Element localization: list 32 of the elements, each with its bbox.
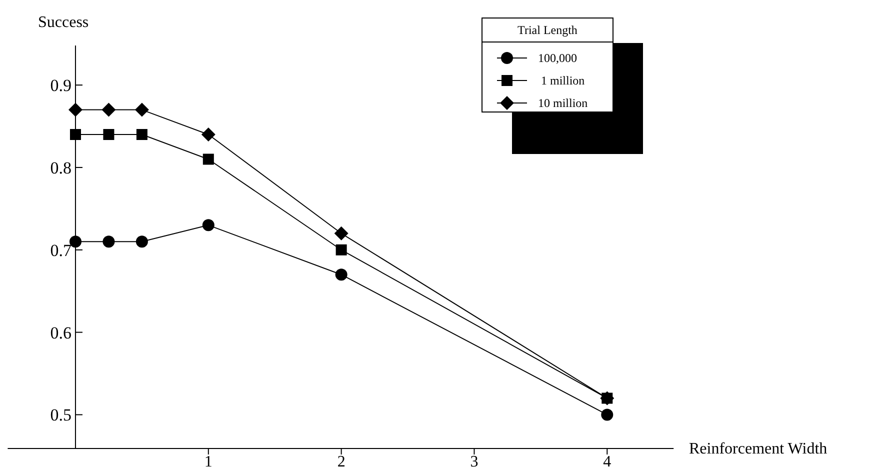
legend-title: Trial Length <box>518 23 578 37</box>
x-tick-label: 4 <box>603 454 612 468</box>
point <box>103 129 114 140</box>
y-tick-label: 0.7 <box>50 240 72 260</box>
point <box>136 236 148 248</box>
point <box>102 236 115 248</box>
point <box>334 226 348 240</box>
point <box>136 129 148 140</box>
y-axis-title: Success <box>38 14 89 31</box>
x-tick-label: 1 <box>204 454 212 468</box>
point <box>201 128 216 142</box>
y-tick-label: 0.5 <box>50 406 72 425</box>
point <box>336 244 347 256</box>
point <box>68 102 82 117</box>
point <box>602 392 613 404</box>
legend-label: 10 million <box>538 96 588 110</box>
y-tick-label: 0.8 <box>50 158 72 178</box>
legend-label: 100,000 <box>538 51 577 65</box>
x-tick-label: 2 <box>337 454 346 468</box>
point <box>202 219 214 232</box>
point <box>102 102 116 117</box>
point <box>134 102 149 117</box>
legend-label: 1 million <box>538 74 585 88</box>
point <box>69 236 82 248</box>
point <box>70 129 81 140</box>
point <box>202 154 214 165</box>
point <box>335 268 348 281</box>
y-tick-label: 0.9 <box>50 76 72 96</box>
x-tick-label: 3 <box>470 454 478 468</box>
point <box>601 408 614 421</box>
y-tick-label: 0.6 <box>50 323 72 342</box>
x-axis-title: Reinforcement Width <box>689 440 828 458</box>
